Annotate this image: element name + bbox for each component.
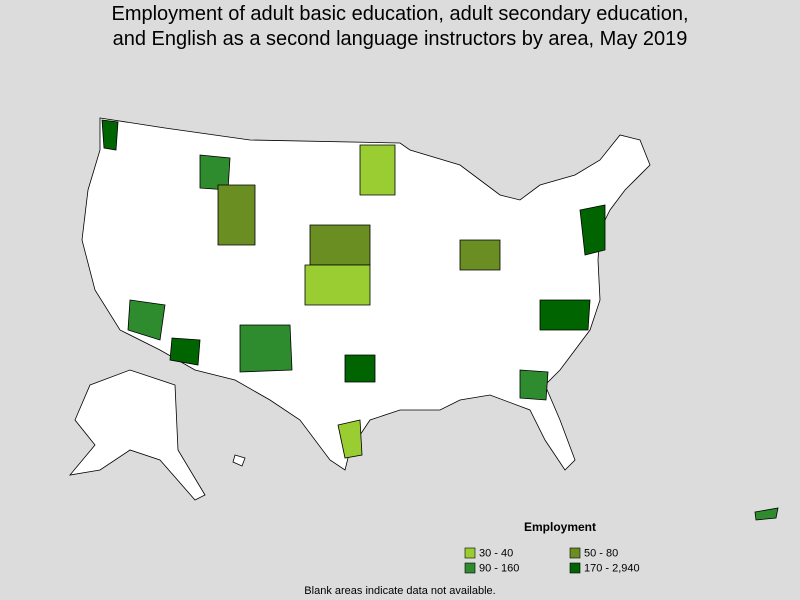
region — [309, 224, 371, 266]
region — [459, 239, 501, 271]
region — [127, 299, 166, 341]
region — [754, 507, 779, 521]
region — [304, 264, 371, 306]
region — [337, 419, 363, 459]
legend-swatch — [464, 547, 476, 559]
legend: 30 - 40 50 - 80 90 - 160 170 - 2,940 — [464, 547, 640, 574]
footnote: Blank areas indicate data not available. — [304, 585, 495, 597]
legend-swatch — [464, 562, 476, 574]
alaska — [69, 369, 206, 501]
region — [239, 324, 293, 373]
legend-title: Employment — [524, 520, 596, 534]
region — [169, 337, 201, 366]
title-line: and English as a second language instruc… — [112, 28, 688, 50]
map-title: Employment of adult basic education, adu… — [0, 2, 800, 52]
legend-label: 30 - 40 — [479, 547, 513, 559]
legend-swatch — [569, 547, 581, 559]
region — [344, 354, 376, 383]
region — [539, 299, 591, 331]
region — [217, 184, 256, 246]
us-map — [69, 117, 779, 521]
region — [101, 119, 119, 151]
legend-label: 90 - 160 — [479, 562, 519, 574]
title-line: Employment of adult basic education, adu… — [111, 3, 689, 25]
legend-label: 50 - 80 — [584, 547, 618, 559]
region — [579, 204, 606, 256]
legend-swatch — [569, 562, 581, 574]
region — [519, 369, 549, 401]
region — [359, 144, 396, 196]
hawaii — [232, 454, 246, 467]
legend-label: 170 - 2,940 — [584, 562, 640, 574]
